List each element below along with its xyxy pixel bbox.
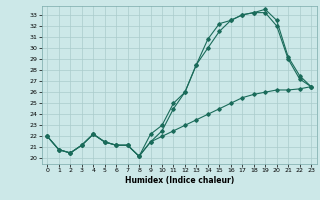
X-axis label: Humidex (Indice chaleur): Humidex (Indice chaleur) [124, 176, 234, 185]
